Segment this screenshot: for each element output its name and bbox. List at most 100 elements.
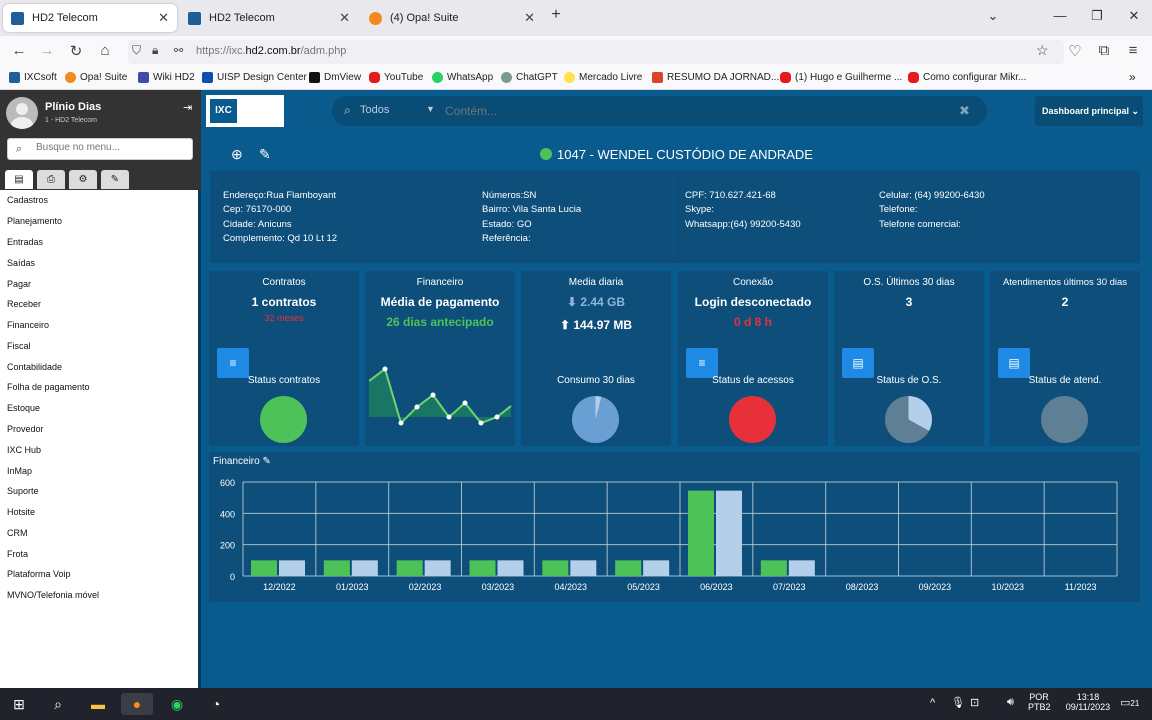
logout-icon[interactable]: ⇥ [183, 102, 193, 114]
close-tab-icon[interactable]: ✕ [158, 10, 169, 25]
menu-item-saidas[interactable]: Saídas [7, 258, 36, 268]
tab-tools[interactable]: ✎ [101, 170, 129, 189]
bookmark-whatsapp[interactable]: WhatsApp [432, 72, 493, 83]
new-tab-button[interactable]: + [551, 6, 561, 23]
close-tab-icon[interactable]: ✕ [339, 10, 350, 25]
menu-item-suporte[interactable]: Suporte [7, 486, 39, 496]
dashboard-select[interactable]: Dashboard principal ⌄ [1035, 96, 1143, 126]
menu-item-hotsite[interactable]: Hotsite [7, 507, 36, 517]
menu-item-entradas[interactable]: Entradas [7, 237, 44, 247]
menu-item-inmap[interactable]: InMap [7, 466, 33, 476]
caret-down-icon[interactable]: ▼ [426, 104, 435, 114]
more-bookmarks-icon[interactable]: » [1129, 70, 1136, 84]
opa-suite-icon[interactable]: ◔ [211, 696, 221, 712]
network-icon[interactable]: ⊡ [970, 697, 980, 709]
shield-icon[interactable]: ⛉ [132, 43, 142, 57]
avatar[interactable] [6, 97, 38, 129]
back-arrow-icon[interactable]: ← [11, 42, 27, 59]
menu-item-crm[interactable]: CRM [7, 528, 28, 538]
tab-hd2-telecom-2[interactable]: HD2 Telecom ✕ [180, 4, 358, 32]
volume-icon[interactable]: 🔊︎ [1007, 696, 1014, 708]
menu-item-pagar[interactable]: Pagar [7, 279, 32, 289]
tab-hd2-telecom-1[interactable]: HD2 Telecom ✕ [3, 4, 177, 32]
bookmark-star-icon[interactable]: ☆ [1036, 42, 1049, 58]
bookmark-chatgpt[interactable]: ChatGPT [501, 72, 558, 83]
bookmark-resumo[interactable]: RESUMO DA JORNAD... [652, 72, 779, 83]
document-button[interactable]: ▤ [998, 348, 1030, 378]
attendance-status-pie[interactable] [1041, 396, 1088, 443]
search-scope-select[interactable]: Todos [360, 104, 390, 116]
search-icon[interactable]: ⌕ [54, 696, 62, 712]
x-tick-label: 09/2023 [919, 582, 952, 592]
card-value: 2 [1061, 295, 1069, 309]
edit-icon[interactable]: ✎ [259, 146, 271, 162]
menu-item-financeiro[interactable]: Financeiro [7, 320, 50, 330]
global-search: ⌕ Todos ▼ ✖ [332, 96, 987, 126]
clock[interactable]: 13:18 09/11/2023 [1065, 692, 1111, 712]
pocket-icon[interactable]: ♡ [1068, 43, 1082, 60]
document-button[interactable]: ▤ [842, 348, 874, 378]
bookmark-ixcsoft[interactable]: IXCsoft [9, 72, 57, 83]
lock-icon[interactable]: 🔒︎ [152, 43, 159, 57]
home-icon[interactable]: ⌂ [100, 42, 110, 59]
os-status-pie[interactable] [885, 396, 932, 443]
menu-item-receber[interactable]: Receber [7, 299, 42, 309]
bookmark-mercado-livre[interactable]: Mercado Livre [564, 72, 642, 83]
extensions-icon[interactable]: ⧉ [1098, 42, 1110, 59]
usage-pie[interactable] [572, 396, 619, 443]
menu-item-estoque[interactable]: Estoque [7, 403, 41, 413]
bookmark-dmview[interactable]: DmView [309, 72, 361, 83]
firefox-icon[interactable]: ● [121, 693, 153, 715]
keyboard-language[interactable]: POR PTB2 [1028, 692, 1051, 712]
reload-icon[interactable]: ↻ [69, 43, 83, 60]
ixc-favicon-icon [188, 11, 201, 25]
whatsapp-icon[interactable]: ◉ [170, 696, 184, 712]
menu-hamburger-icon[interactable]: ≡ [1128, 42, 1138, 59]
list-button[interactable]: ≡ [217, 348, 249, 378]
tab-list-chevron-icon[interactable]: ⌄ [987, 8, 999, 23]
tab-print[interactable]: ⎙ [37, 170, 65, 189]
menu-item-provedor[interactable]: Provedor [7, 424, 44, 434]
add-circle-icon[interactable]: ⊕ [231, 146, 243, 162]
edit-icon[interactable]: ✎ [262, 456, 271, 467]
bookmark-opa-suite[interactable]: Opa! Suite [65, 72, 127, 83]
menu-search-field[interactable]: ⌕ [7, 138, 193, 160]
windows-start-icon[interactable]: ⊞ [13, 696, 25, 712]
clear-search-icon[interactable]: ✖ [959, 103, 970, 118]
microphone-icon[interactable]: 🎙︎ [951, 697, 965, 709]
bookmark-hugo[interactable]: (1) Hugo e Guilherme ... [780, 72, 902, 83]
menu-item-fiscal[interactable]: Fiscal [7, 341, 31, 351]
notification-icon[interactable]: ▭21 [1120, 697, 1140, 709]
bookmark-youtube[interactable]: YouTube [369, 72, 423, 83]
tray-chevron-icon[interactable]: ^ [930, 697, 936, 709]
tab-opa-suite[interactable]: (4) Opa! Suite ✕ [361, 4, 543, 32]
menu-item-planejamento[interactable]: Planejamento [7, 216, 63, 226]
forward-arrow-icon[interactable]: → [39, 42, 55, 59]
global-search-input[interactable] [445, 103, 925, 119]
menu-item-mvno[interactable]: MVNO/Telefonia móvel [7, 590, 100, 600]
y-tick-label: 0 [230, 572, 235, 582]
url-bar[interactable]: ⛉ 🔒︎ ⚯ https://ixc.hd2.com.br/adm.php ☆ [128, 40, 1064, 64]
menu-item-frota[interactable]: Frota [7, 549, 29, 559]
access-status-pie[interactable] [729, 396, 776, 443]
file-explorer-icon[interactable]: ▬ [91, 696, 105, 712]
menu-item-contabilidade[interactable]: Contabilidade [7, 362, 63, 372]
menu-item-ixc-hub[interactable]: IXC Hub [7, 445, 42, 455]
bookmark-wiki-hd2[interactable]: Wiki HD2 [138, 72, 195, 83]
tab-menu-list[interactable]: ▤ [5, 170, 33, 189]
contracts-status-pie[interactable] [260, 396, 307, 443]
close-tab-icon[interactable]: ✕ [524, 10, 535, 25]
menu-item-plataforma-voip[interactable]: Plataforma Voip [7, 569, 71, 579]
list-button[interactable]: ≡ [686, 348, 718, 378]
maximize-icon[interactable]: ❐ [1091, 8, 1103, 23]
permissions-icon[interactable]: ⚯ [174, 45, 184, 57]
menu-item-cadastros[interactable]: Cadastros [7, 195, 49, 205]
bookmark-mikrotik[interactable]: Como configurar Mikr... [908, 72, 1026, 83]
tab-settings[interactable]: ⚙ [69, 170, 97, 189]
close-window-icon[interactable]: ✕ [1128, 8, 1140, 23]
menu-search-input[interactable] [36, 142, 186, 153]
minimize-icon[interactable]: — [1053, 8, 1067, 23]
menu-item-folha-de-pagamento[interactable]: Folha de pagamento [7, 382, 90, 392]
ixc-provedor-logo[interactable]: IXC PRO — VEDOR [206, 95, 318, 127]
bookmark-uisp[interactable]: UISP Design Center [202, 72, 307, 83]
